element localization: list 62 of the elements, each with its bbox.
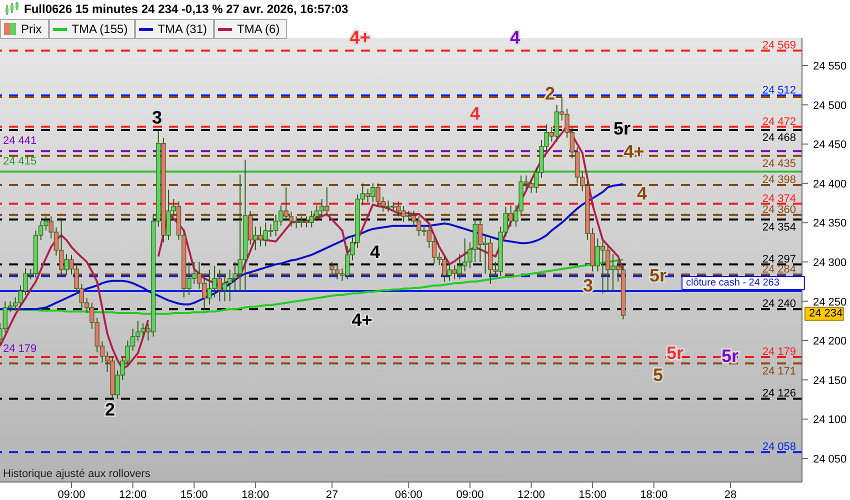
ref-line-label: 24 284 [762,264,796,276]
ref-line-label: 24 240 [762,298,796,310]
ref-line-label: 24 374 [762,192,796,205]
y-tick-label: 24 200 [813,336,847,348]
annotation: 4 [470,104,480,124]
annotation: 5 [652,365,664,386]
ref-line-label: 24 468 [762,132,796,144]
ref-line-label: 24 058 [762,441,796,454]
annotation: 24 415 [3,156,37,168]
x-tick-label: 18:00 [640,488,668,500]
ref-line-label: 24 472 [762,116,796,128]
annotation: 24 234 [809,308,843,320]
ref-line-label: 24 354 [762,222,796,234]
annotation: 5r [721,346,739,366]
x-tick-label: 06:00 [394,488,422,500]
y-tick-label: 24 300 [813,256,847,269]
y-tick-label: 24 550 [813,60,847,73]
annotation: 4+ [350,27,370,48]
annotation: 24 441 [3,135,37,148]
legend-label: Prix [21,22,42,36]
legend-label: TMA (155) [72,22,128,36]
y-tick-label: 24 500 [813,100,847,112]
annotation: clôture cash - 24 263 [686,278,780,289]
chart-title: Full0626 15 minutes 24 234 -0,13 % 27 avr. 2026, 16:57:03 [24,2,348,16]
x-tick-label: 18:00 [242,488,270,500]
ref-line-label: 24 297 [762,253,796,266]
y-tick-label: 24 150 [813,374,847,387]
x-tick-label: 15:00 [578,488,606,500]
x-tick-label: 27 [326,488,338,500]
y-tick-label: 24 400 [813,178,847,190]
y-tick-label: 24 350 [813,218,847,230]
x-tick-label: 12:00 [517,488,546,500]
ref-line-label: 24 512 [762,84,796,96]
annotation: 3 [152,107,162,128]
y-tick-label: 24 450 [813,139,847,152]
annotation: 24 179 [3,342,37,355]
ref-line-label: 24 360 [762,204,796,216]
y-tick-label: 24 250 [813,296,847,308]
annotation: 4+ [624,142,644,162]
x-tick-label: 15:00 [180,488,208,500]
ref-line-label: 24 126 [762,388,796,400]
ref-line-label: 24 569 [762,40,796,52]
annotation: 4 [636,184,648,204]
ref-line-label: 24 171 [762,365,796,378]
annotation: 2 [544,84,556,104]
ref-line-label: 24 435 [762,158,796,170]
annotation: Historique ajusté aux rollovers [3,468,151,480]
ref-line-label: 24 179 [762,346,796,358]
annotation: 4 [370,242,380,262]
x-tick-label: 09:00 [58,488,86,500]
annotation: 2 [104,399,116,420]
y-tick-label: 24 050 [813,453,847,466]
x-tick-label: 28 [724,488,737,500]
annotation: 4 [510,27,520,48]
annotation: 5r [666,342,684,363]
ref-line-label: 24 398 [762,174,796,186]
x-tick-label: 12:00 [119,488,147,500]
x-tick-label: 09:00 [456,488,484,500]
annotation: 4+ [352,310,372,330]
legend-label: TMA (6) [237,22,280,36]
legend-label: TMA (31) [158,22,208,36]
y-tick-label: 24 100 [813,414,847,426]
